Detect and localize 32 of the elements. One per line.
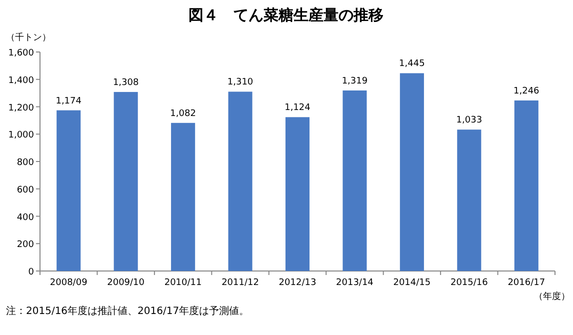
- y-axis-title: （千トン）: [6, 32, 51, 43]
- data-label: 1,082: [170, 108, 196, 119]
- y-tick-label: 200: [16, 240, 34, 250]
- x-tick-label: 2008/09: [50, 278, 88, 288]
- text: 注：2015/16年度は推計値、2016/17年度は予測値。: [6, 305, 250, 317]
- data-label: 1,308: [112, 78, 139, 88]
- data-label: 1,319: [342, 76, 368, 86]
- y-tick-label: 1,200: [8, 103, 34, 114]
- data-label: 1,445: [399, 59, 425, 70]
- x-tick-label: 2014/15: [393, 278, 431, 288]
- x-tick-label: 2011/12: [222, 278, 259, 288]
- y-tick-label: 0: [28, 268, 34, 278]
- data-label: 1,174: [56, 96, 82, 106]
- y-tick-label: 1,400: [8, 76, 34, 86]
- x-tick-label: 2013/14: [336, 278, 374, 288]
- x-tick-label: 2015/16: [450, 278, 488, 288]
- y-tick-label: 600: [16, 185, 34, 196]
- data-label: 1,310: [227, 78, 254, 88]
- x-axis-title: （年度）: [534, 291, 570, 302]
- x-tick-label: 2009/10: [107, 278, 145, 288]
- y-tick-label: 400: [16, 212, 34, 223]
- y-tick-label: 1,600: [8, 48, 34, 58]
- data-label: 1,033: [456, 116, 482, 126]
- x-tick-label: 2012/13: [278, 278, 316, 288]
- y-tick-label: 800: [16, 158, 34, 168]
- y-tick-label: 1,000: [8, 130, 34, 141]
- data-label: 1,124: [284, 103, 311, 114]
- x-tick-label: 2016/17: [508, 278, 546, 288]
- axis-y: 0 200 400 600 800 1,000 1,200 1,400 1,600: [8, 48, 40, 278]
- chart-title: 図４ てん菜糖生産量の推移: [188, 6, 384, 24]
- data-label: 1,246: [514, 86, 540, 96]
- x-tick-label: 2010/11: [164, 278, 202, 288]
